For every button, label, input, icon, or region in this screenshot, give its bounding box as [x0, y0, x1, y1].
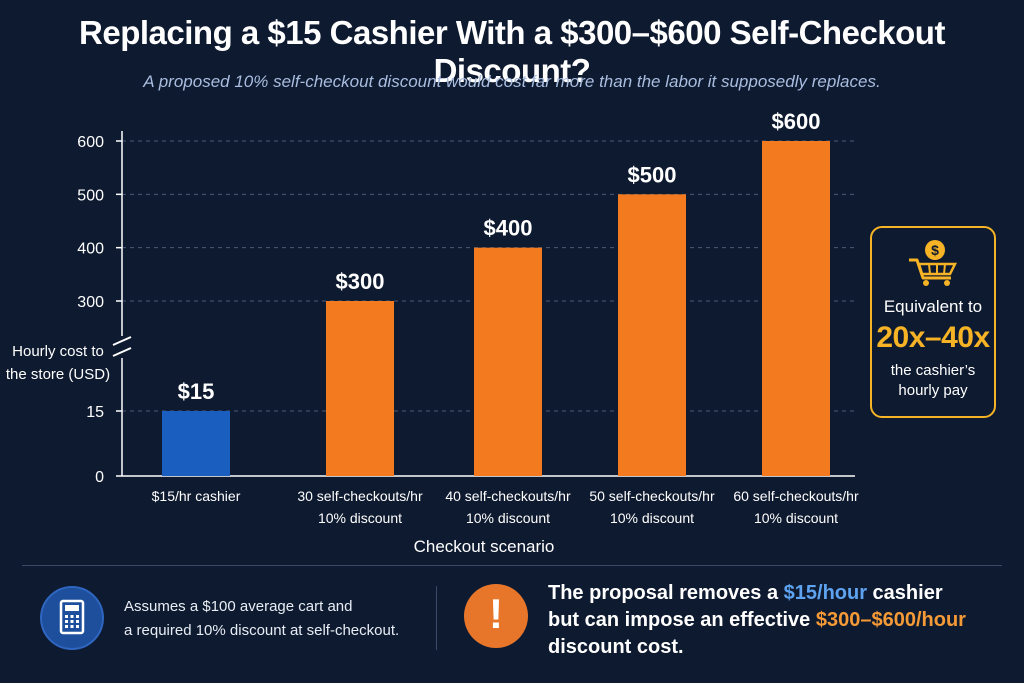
- exclamation-icon: !: [464, 584, 528, 648]
- data-label: $400: [484, 216, 533, 241]
- page-subtitle: A proposed 10% self-checkout discount wo…: [143, 72, 881, 91]
- data-label: $15: [178, 379, 215, 404]
- assumption-line-2: a required 10% discount at self-checkout…: [124, 622, 400, 639]
- shopping-cart-dollar-icon: $: [872, 238, 994, 293]
- data-label: $600: [772, 109, 821, 134]
- x-axis-label: Checkout scenario: [414, 537, 555, 556]
- conclusion-note: ! The proposal removes a $15/hour cashie…: [464, 580, 1004, 660]
- data-label: $300: [336, 269, 385, 294]
- y-tick-label: 300: [77, 294, 104, 311]
- conclusion-line-1: The proposal removes a $15/hour cashier: [548, 582, 943, 604]
- x-tick-label: 60 self-checkouts/hr: [733, 488, 859, 504]
- y-tick-label: 400: [77, 241, 104, 258]
- axis-break-mark: [112, 336, 132, 346]
- assumption-line-1: Assumes a $100 average cart and: [124, 598, 353, 615]
- x-tick-label: 10% discount: [610, 510, 694, 526]
- axis-break-mark: [112, 347, 132, 357]
- bar: [762, 141, 830, 476]
- callout-line-1: Equivalent to: [883, 297, 983, 316]
- notes-divider: [436, 586, 437, 650]
- cashier-rate-highlight: $15/hour: [783, 582, 867, 604]
- x-tick-label: $15/hr cashier: [152, 488, 241, 504]
- y-tick-label: 600: [77, 134, 104, 151]
- data-label: $500: [628, 162, 677, 187]
- x-tick-label: 50 self-checkouts/hr: [589, 488, 715, 504]
- x-tick-label: 30 self-checkouts/hr: [297, 488, 423, 504]
- callout-line-3b: hourly pay: [898, 382, 968, 399]
- y-axis-label: the store (USD): [6, 366, 110, 383]
- x-tick-label: 10% discount: [754, 510, 838, 526]
- x-tick-label: 10% discount: [466, 510, 550, 526]
- bar: [162, 411, 230, 476]
- y-tick-label: 500: [77, 187, 104, 204]
- conclusion-line-3: discount cost.: [548, 636, 684, 658]
- conclusion-line-2: but can impose an effective $300–$600/ho…: [548, 609, 966, 631]
- bar-chart: 0 15 300 400 500 600 Hourly cost to the store (…: [6, 109, 859, 556]
- calculator-icon: [40, 586, 104, 650]
- bar: [474, 247, 542, 476]
- y-axis-label: Hourly cost to: [12, 343, 104, 360]
- y-tick-label: 15: [86, 404, 104, 421]
- discount-cost-highlight: $300–$600/hour: [815, 609, 966, 631]
- assumption-note: Assumes a $100 average cart and a requir…: [40, 586, 430, 656]
- x-tick-label: 10% discount: [318, 510, 402, 526]
- y-tick-label: 0: [95, 469, 104, 486]
- x-tick-label: 40 self-checkouts/hr: [445, 488, 571, 504]
- page-title: Replacing a $15 Cashier With a $300–$600…: [79, 14, 945, 89]
- bar: [618, 194, 686, 477]
- callout-line-3a: the cashier’s: [890, 362, 976, 379]
- equivalence-callout: $ Equivalent to 20x–40x the cashier’s ho…: [870, 226, 996, 418]
- callout-multiplier: 20x–40x: [876, 321, 990, 354]
- section-divider: [22, 565, 1002, 566]
- svg-text:$: $: [931, 242, 939, 258]
- bar: [326, 301, 394, 476]
